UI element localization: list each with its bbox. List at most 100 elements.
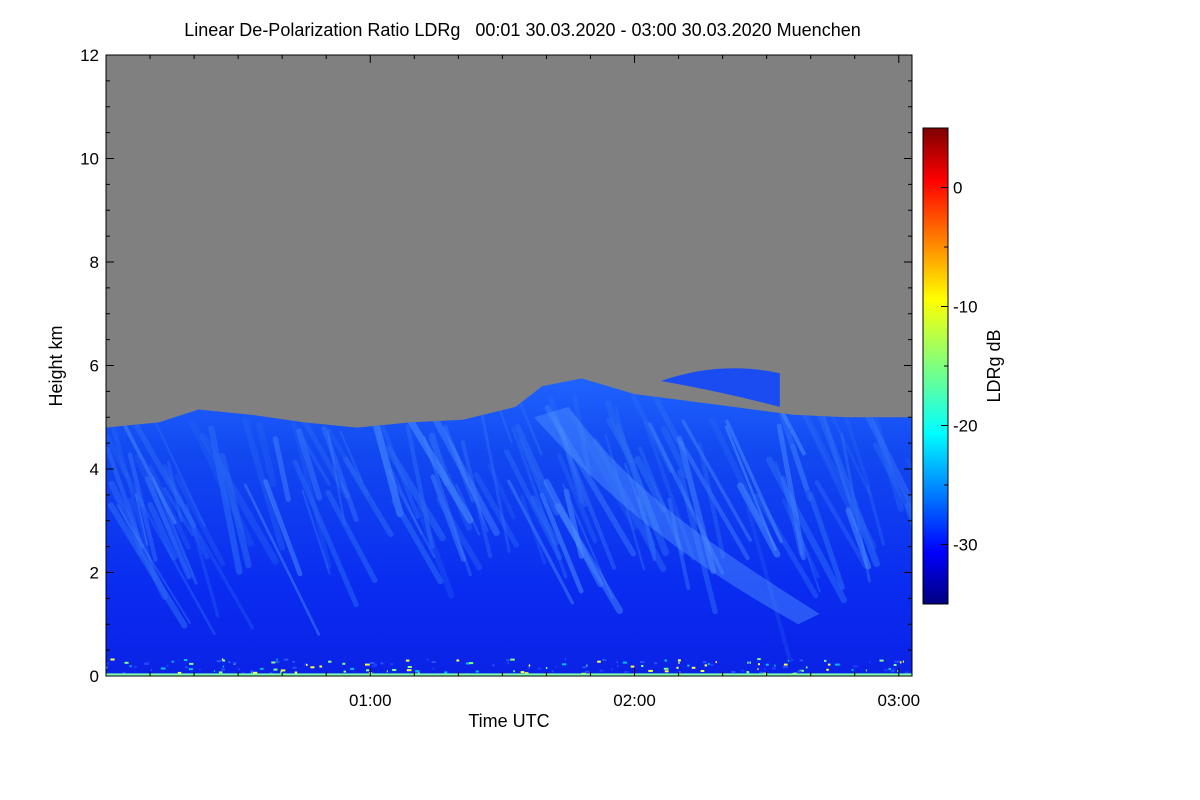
ground-echo-speck (276, 658, 278, 661)
ground-echo-speck (185, 666, 188, 669)
fall-streak (530, 495, 560, 546)
ground-echo-speck (623, 670, 629, 673)
ground-echo-speck (342, 662, 346, 665)
colorbar-ticks: 0 -10 -20 -30 (941, 127, 978, 605)
ground-echo-speck (406, 669, 412, 672)
fall-streak (515, 393, 543, 456)
fall-streak (391, 498, 444, 585)
fall-streak (746, 506, 793, 663)
ground-echo-speck (799, 669, 804, 672)
ground-echo-speck (426, 658, 429, 661)
ground-echo-speck (759, 671, 764, 674)
ground-echo-speck (294, 671, 298, 674)
fall-streak (845, 507, 872, 570)
ground-echo-speck (853, 665, 858, 668)
ground-echo-speck (622, 661, 627, 664)
ground-echo-speck (218, 671, 223, 674)
fall-streak (543, 478, 604, 588)
ground-echo-speck (787, 659, 790, 662)
ground-echo-speck (444, 671, 448, 674)
fall-streak (801, 410, 877, 550)
fall-streak (189, 420, 254, 547)
ground-echo-speck (617, 665, 619, 667)
ground-echo-speck (528, 664, 531, 667)
fall-streak (387, 469, 436, 559)
y-tick-label: 4 (90, 460, 99, 479)
ground-echo-speck (366, 669, 370, 672)
ground-echo-speck (405, 659, 410, 662)
ground-echo-speck (851, 668, 854, 671)
fall-streak (557, 453, 598, 544)
ground-echo-speck (893, 664, 897, 666)
fall-streak (904, 502, 912, 563)
fall-streak (643, 420, 695, 561)
ground-echo-speck (415, 670, 420, 673)
fall-streak (866, 485, 886, 546)
ground-echo-speck (213, 670, 215, 673)
ground-echo-speck (869, 661, 871, 664)
ground-echo-speck (280, 671, 283, 674)
upper-cloud-layer (660, 368, 780, 407)
ground-echo-speck (310, 666, 315, 669)
fall-streak (807, 491, 845, 590)
ground-echo-speck (150, 668, 152, 671)
ground-echo-speck (273, 668, 278, 671)
ground-echo-speck (250, 672, 253, 674)
fall-streak (301, 437, 331, 486)
ground-echo-speck (904, 671, 910, 674)
ground-echo-speck (222, 659, 226, 662)
ground-echo-speck (350, 667, 354, 670)
fall-streak (127, 452, 158, 562)
fall-streak (473, 472, 520, 548)
x-tick-label: 03:00 (878, 691, 921, 710)
ground-echo-speck (687, 664, 690, 667)
fall-streak (116, 504, 191, 625)
fall-streak (681, 419, 752, 542)
ground-echo-speck (280, 669, 286, 672)
fall-streak (660, 426, 690, 479)
ground-echo-speck (466, 662, 470, 665)
ground-echo-speck (835, 663, 840, 666)
x-tick-label: 01:00 (349, 691, 392, 710)
ground-echo-speck (228, 661, 231, 664)
ground-echo-speck (124, 661, 129, 664)
ground-echo-speck (392, 669, 397, 671)
ground-echo-speck (110, 658, 115, 661)
ground-echo-speck (283, 658, 289, 661)
ground-echo-speck (639, 661, 645, 664)
ground-echo-speck (555, 665, 557, 668)
ground-echo-speck (432, 667, 434, 670)
surface-echo-line (106, 673, 912, 676)
fall-streak (430, 474, 466, 562)
ground-echo-speck (654, 662, 658, 665)
fall-streak (518, 437, 569, 557)
ground-echo-speck (702, 661, 707, 664)
ground-echo-speck (524, 672, 529, 675)
ground-echo-speck (306, 663, 308, 666)
fall-streak (134, 493, 149, 546)
x-tick-label: 02:00 (613, 691, 656, 710)
fall-streak (405, 423, 435, 550)
fall-streak (460, 440, 493, 558)
ground-echo-speck (252, 671, 258, 674)
colorbar: 0 -10 -20 -30 LDRg dB (922, 127, 1004, 605)
fall-streak (208, 425, 243, 575)
fall-streak (737, 482, 781, 558)
ground-echo-speck (537, 667, 541, 670)
ground-echo-speck (551, 670, 554, 673)
colorbar-tick-label: -20 (953, 417, 978, 436)
ground-echo-speck (783, 663, 788, 666)
fall-streak (289, 412, 332, 569)
fall-streak (106, 434, 145, 508)
ground-echo-speck (678, 661, 680, 664)
fall-streak (815, 406, 880, 568)
ground-echo-speck (677, 659, 681, 662)
fall-streak (871, 416, 905, 512)
fall-streak (242, 417, 286, 551)
ground-echo-speck (237, 668, 241, 671)
ground-echo-speck (676, 666, 679, 669)
fall-streak (829, 411, 871, 494)
ground-echo-speck (564, 658, 567, 661)
ground-echo-speck (233, 662, 237, 665)
